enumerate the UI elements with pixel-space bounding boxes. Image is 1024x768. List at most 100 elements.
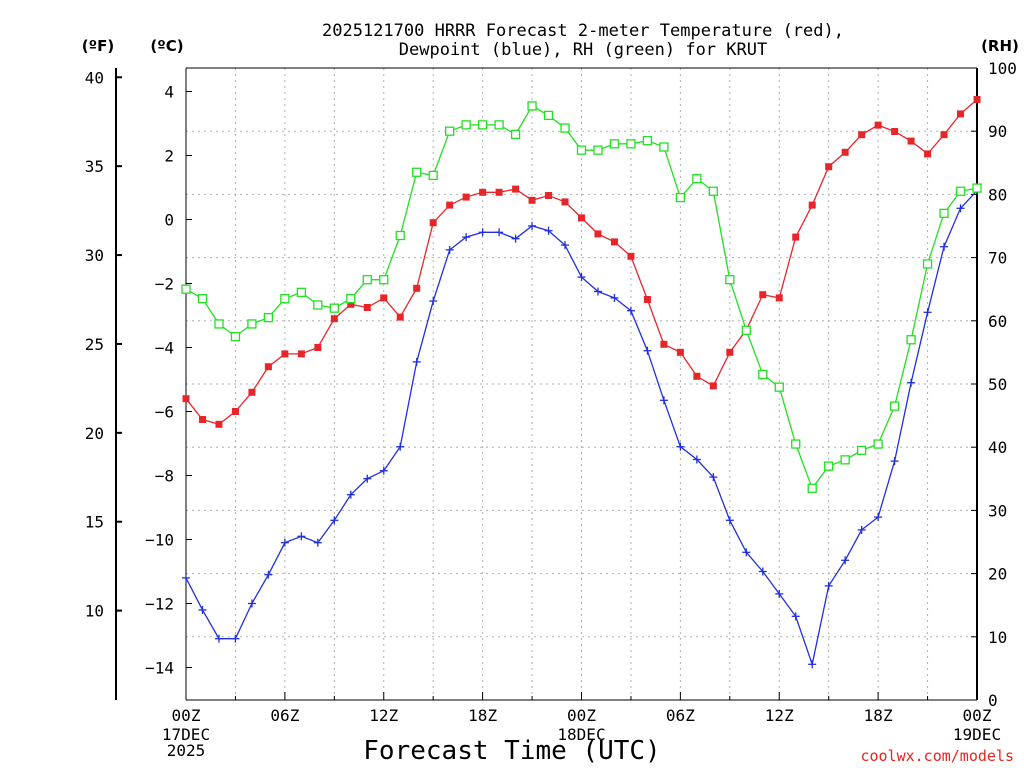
data-point-temperature xyxy=(594,230,602,238)
data-point-dewpoint xyxy=(676,442,685,451)
data-point-dewpoint xyxy=(544,226,553,235)
data-point-rh xyxy=(461,120,471,130)
data-point-dewpoint xyxy=(346,490,355,499)
data-point-rh xyxy=(741,325,751,335)
data-point-dewpoint xyxy=(561,241,570,250)
data-point-temperature xyxy=(330,315,338,323)
x-tick-label: 00Z xyxy=(963,706,992,725)
data-point-temperature xyxy=(380,294,388,302)
data-point-temperature xyxy=(396,313,404,321)
data-point-rh xyxy=(313,300,323,310)
data-point-temperature xyxy=(924,150,932,158)
data-point-dewpoint xyxy=(923,308,932,317)
data-point-rh xyxy=(247,319,257,329)
data-point-temperature xyxy=(528,196,536,204)
data-point-temperature xyxy=(693,372,701,380)
data-point-rh xyxy=(807,483,817,493)
data-point-rh xyxy=(214,319,224,329)
fahrenheit-tick-label: 40 xyxy=(85,68,104,87)
data-point-temperature xyxy=(495,188,503,196)
data-point-rh xyxy=(329,303,339,313)
data-point-rh xyxy=(510,129,521,140)
data-point-rh xyxy=(527,101,537,111)
x-tick-sublabel: 2025 xyxy=(167,741,206,760)
data-point-dewpoint xyxy=(626,306,635,315)
x-tick-label: 12Z xyxy=(765,706,794,725)
data-point-rh xyxy=(181,284,191,294)
celsius-tick-label: −2 xyxy=(155,275,174,294)
data-point-temperature xyxy=(512,185,520,193)
data-point-rh xyxy=(379,275,389,285)
data-point-dewpoint xyxy=(231,634,240,643)
data-point-dewpoint xyxy=(429,297,438,306)
data-point-rh xyxy=(395,230,405,241)
fahrenheit-tick-label: 15 xyxy=(85,513,104,532)
data-point-dewpoint xyxy=(593,287,602,296)
data-point-dewpoint xyxy=(445,245,454,254)
data-point-rh xyxy=(922,259,933,269)
data-point-rh xyxy=(955,186,966,196)
data-point-dewpoint xyxy=(857,525,866,534)
data-point-dewpoint xyxy=(692,455,701,464)
x-tick-label: 18Z xyxy=(864,706,893,725)
data-point-temperature xyxy=(446,201,454,209)
data-point-temperature xyxy=(627,252,635,260)
data-point-dewpoint xyxy=(791,612,800,621)
unit-label-fahrenheit: (ºF) xyxy=(82,37,114,55)
data-point-dewpoint xyxy=(808,660,817,669)
data-point-temperature xyxy=(429,219,437,227)
unit-label-celsius: (ºC) xyxy=(150,37,183,55)
data-point-rh xyxy=(280,294,290,304)
data-point-temperature xyxy=(281,350,289,358)
data-point-rh xyxy=(296,287,307,298)
data-point-dewpoint xyxy=(297,532,306,541)
data-point-rh xyxy=(197,294,208,304)
data-point-temperature xyxy=(957,110,965,118)
chart-title-line-1: 2025121700 HRRR Forecast 2-meter Tempera… xyxy=(322,21,844,41)
celsius-tick-label: −6 xyxy=(155,403,174,422)
rh-tick-label: 90 xyxy=(988,122,1007,141)
x-tick-label: 18Z xyxy=(468,706,497,725)
data-point-dewpoint xyxy=(890,457,899,466)
data-point-temperature xyxy=(792,233,800,241)
celsius-tick-label: −14 xyxy=(145,659,174,678)
data-point-temperature xyxy=(248,388,256,396)
data-point-temperature xyxy=(462,193,470,201)
data-point-dewpoint xyxy=(198,605,207,614)
data-point-dewpoint xyxy=(214,634,223,643)
fahrenheit-tick-label: 25 xyxy=(85,335,104,354)
data-point-dewpoint xyxy=(956,204,965,213)
data-point-rh xyxy=(593,145,603,155)
data-point-dewpoint xyxy=(247,599,256,608)
x-tick-label: 00Z xyxy=(172,706,201,725)
data-point-temperature xyxy=(907,137,915,145)
data-series xyxy=(181,96,982,669)
data-point-dewpoint xyxy=(643,346,652,355)
data-point-dewpoint xyxy=(330,516,339,525)
data-point-temperature xyxy=(775,294,783,302)
celsius-tick-label: −4 xyxy=(155,339,174,358)
x-tick-sublabel: 17DEC xyxy=(162,725,210,744)
data-point-dewpoint xyxy=(824,581,833,590)
data-point-temperature xyxy=(841,148,849,156)
data-point-rh xyxy=(445,126,455,136)
data-point-rh xyxy=(939,208,949,219)
data-point-rh xyxy=(659,142,669,152)
data-point-rh xyxy=(560,123,570,133)
data-point-rh xyxy=(346,294,356,304)
data-point-temperature xyxy=(808,201,816,209)
data-point-temperature xyxy=(578,214,585,222)
data-point-dewpoint xyxy=(907,378,916,387)
data-point-rh xyxy=(642,136,653,146)
data-point-temperature xyxy=(182,395,190,403)
data-point-temperature xyxy=(198,416,206,423)
data-point-rh xyxy=(576,145,587,155)
rh-tick-label: 30 xyxy=(988,501,1007,520)
data-point-temperature xyxy=(347,300,355,308)
data-point-temperature xyxy=(314,344,322,351)
celsius-tick-label: 4 xyxy=(164,83,174,102)
data-point-temperature xyxy=(973,96,981,103)
data-point-temperature xyxy=(545,192,553,199)
rh-tick-label: 80 xyxy=(988,185,1007,204)
data-point-rh xyxy=(873,439,883,449)
